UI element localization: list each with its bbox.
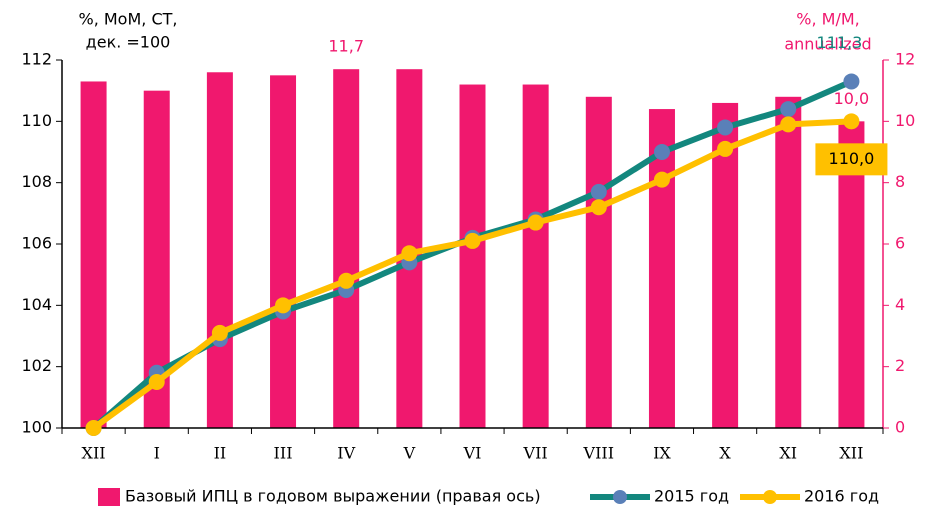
y2-tick-label: 8	[895, 172, 905, 191]
y2-tick-label: 0	[895, 418, 905, 437]
x-tick-label: VI	[463, 444, 482, 463]
value-label: 110,0	[829, 149, 875, 168]
y2-label: annualized	[784, 35, 871, 54]
legend-label: 2015 год	[654, 487, 729, 506]
marker	[843, 113, 860, 130]
marker	[717, 140, 734, 157]
y-tick-label: 104	[21, 295, 52, 314]
x-tick-label: VIII	[583, 444, 615, 463]
marker	[338, 272, 355, 289]
marker	[464, 232, 481, 249]
marker	[590, 183, 607, 200]
value-label: 111,3	[817, 33, 863, 52]
bar	[206, 72, 233, 429]
y2-label: %, М/М,	[796, 10, 859, 29]
y-tick-label: 106	[21, 234, 52, 253]
x-tick-label: X	[719, 444, 731, 463]
bar	[712, 102, 739, 428]
marker	[780, 116, 797, 133]
x-tick-label: XII	[839, 444, 863, 463]
bar	[585, 96, 612, 429]
y-tick-label: 100	[21, 418, 52, 437]
y2-tick-label: 12	[895, 50, 915, 69]
y-tick-label: 108	[21, 172, 52, 191]
marker	[275, 297, 292, 314]
bar	[648, 109, 675, 429]
y-tick-label: 110	[21, 111, 52, 130]
marker	[85, 420, 102, 436]
x-tick-label: V	[403, 444, 416, 463]
y2-tick-label: 4	[895, 295, 905, 314]
value-label: 11,7	[328, 37, 364, 56]
x-tick-label: I	[154, 444, 160, 463]
y2-tick-label: 6	[895, 234, 905, 253]
marker	[653, 171, 670, 188]
legend-marker	[763, 490, 777, 504]
marker	[527, 214, 544, 231]
x-tick-label: IX	[653, 444, 671, 463]
y-tick-label: 112	[21, 50, 52, 69]
bar	[459, 84, 486, 429]
x-tick-label: III	[274, 444, 293, 463]
legend-swatch	[98, 488, 120, 506]
legend-label: Базовый ИПЦ в годовом выражении (правая …	[125, 487, 541, 506]
label-box	[815, 143, 888, 176]
marker	[211, 324, 228, 341]
legend-label: 2016 год	[804, 487, 879, 506]
marker	[590, 199, 607, 216]
marker	[843, 73, 860, 90]
y-tick-label: 102	[21, 356, 52, 375]
value-label: 10,0	[834, 89, 870, 108]
x-tick-label: IV	[337, 444, 355, 463]
legend-marker	[613, 490, 627, 504]
bar	[270, 75, 297, 428]
x-tick-label: XI	[779, 444, 797, 463]
x-tick-label: XII	[82, 444, 106, 463]
y2-tick-label: 2	[895, 356, 905, 375]
marker	[653, 144, 670, 160]
bar	[775, 96, 802, 429]
marker	[717, 119, 734, 136]
x-tick-label: VII	[523, 444, 548, 463]
bar	[522, 84, 549, 429]
y-label: %, МоМ, СТ,	[79, 10, 178, 29]
y-label: дек. =100	[86, 33, 171, 52]
marker	[401, 245, 418, 262]
y2-tick-label: 10	[895, 111, 915, 130]
bar	[80, 81, 107, 428]
marker	[780, 101, 797, 118]
marker	[148, 374, 165, 390]
bar	[333, 69, 360, 428]
x-tick-label: II	[214, 444, 227, 463]
